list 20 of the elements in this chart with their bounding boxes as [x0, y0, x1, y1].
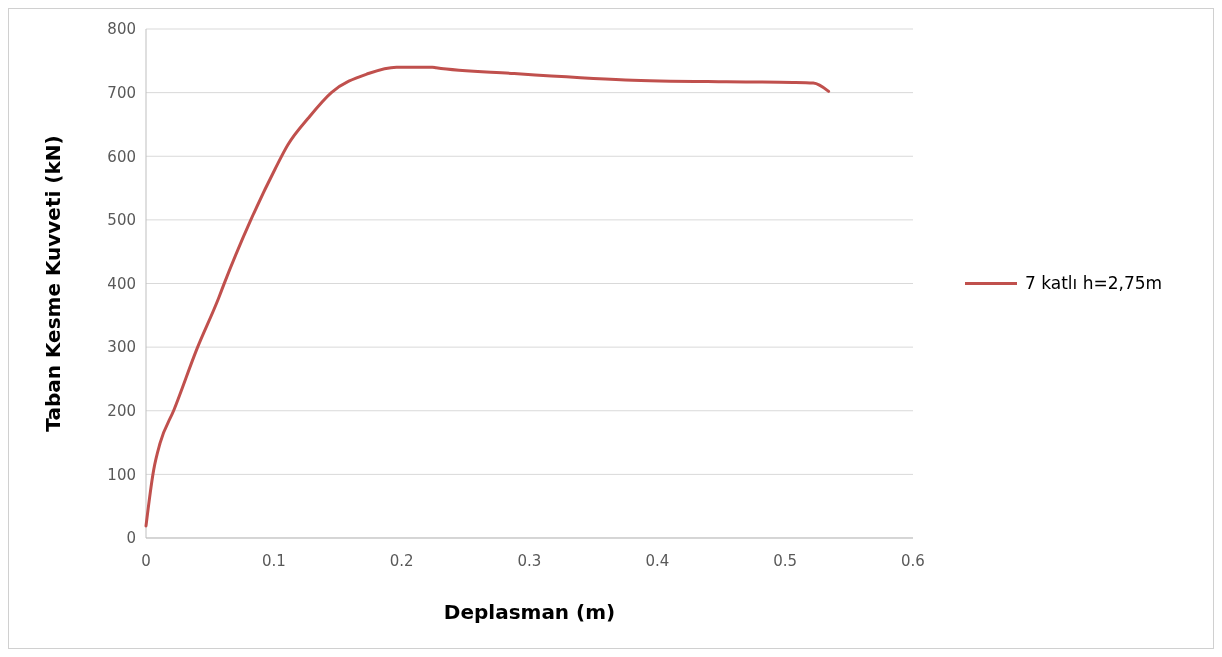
y-tick-label: 500 — [107, 211, 136, 230]
y-tick-label: 800 — [107, 20, 136, 39]
legend-label: 7 katlı h=2,75m — [1025, 273, 1163, 294]
x-tick-label: 0.3 — [517, 552, 542, 570]
x-tick-label: 0.4 — [645, 552, 670, 570]
y-tick-label: 0 — [126, 529, 136, 548]
y-tick-label: 400 — [107, 274, 136, 293]
x-tick-label: 0.5 — [773, 552, 798, 570]
line-series — [144, 65, 831, 528]
x-tick-label: 0 — [141, 552, 151, 570]
y-tick-label: 300 — [107, 338, 136, 357]
y-tick-label: 200 — [107, 402, 136, 420]
y-tick-label: 700 — [107, 83, 136, 102]
x-tick-label: 0.6 — [901, 552, 925, 570]
y-tick-label: 600 — [107, 147, 136, 166]
y-axis-title: Taban Kesme Kuvveti (kN) — [41, 135, 65, 432]
y-tick-label: 100 — [107, 465, 136, 484]
x-axis-title: Deplasman (m) — [443, 600, 616, 624]
x-tick-label: 0.1 — [261, 552, 286, 570]
x-tick-label: 0.2 — [389, 552, 414, 570]
